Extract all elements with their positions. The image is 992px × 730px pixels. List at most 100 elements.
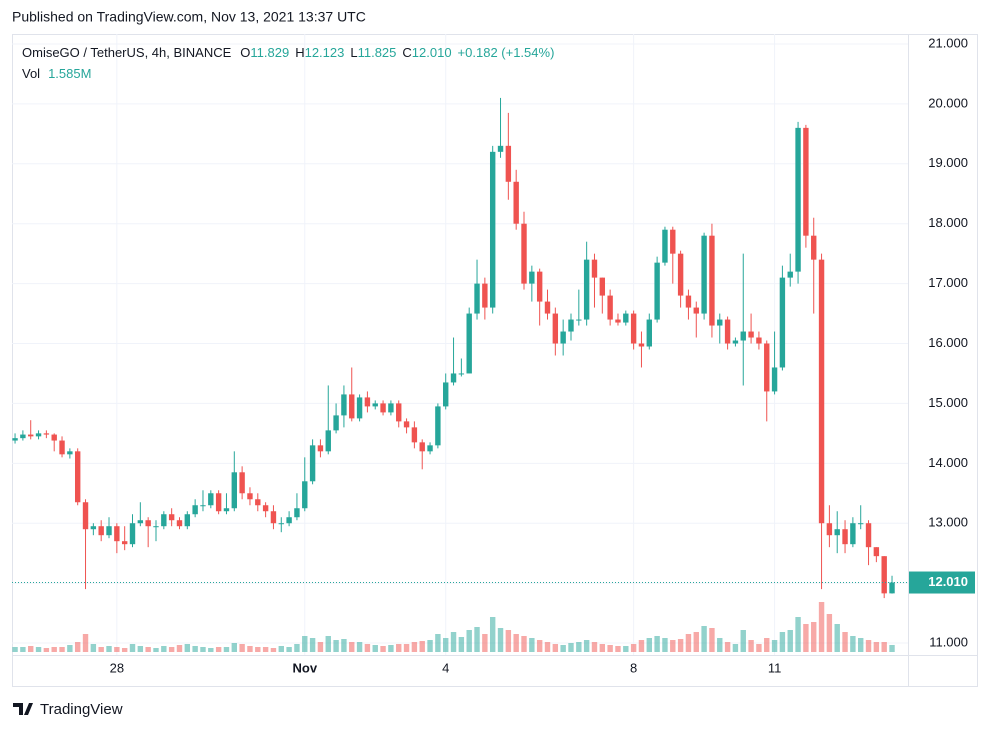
volume-bar <box>536 640 543 652</box>
candle-body <box>137 520 144 524</box>
candle-body <box>20 434 26 439</box>
y-tick-label: 17.000 <box>928 275 968 290</box>
volume-bar <box>317 642 324 652</box>
candle-body <box>458 373 465 375</box>
volume-bar <box>670 640 676 652</box>
volume-bar <box>615 646 621 652</box>
volume-bar <box>403 644 410 652</box>
volume-bar <box>302 636 308 652</box>
candle-body <box>513 181 519 224</box>
candle-body <box>873 547 880 557</box>
candle-body <box>709 235 715 326</box>
volume-bar <box>638 640 645 652</box>
candle-body <box>505 145 512 182</box>
candle-body <box>302 481 308 509</box>
candle-body <box>349 394 355 419</box>
candle-body <box>427 445 433 452</box>
volume-bar <box>489 617 496 652</box>
volume-bar <box>458 637 465 652</box>
candle-body <box>834 529 840 536</box>
candle-body <box>35 433 42 437</box>
brand-name: TradingView <box>40 701 123 718</box>
last-price-label: 12.010 <box>928 574 968 589</box>
candle-body <box>850 523 856 545</box>
candle-body <box>865 523 872 548</box>
candle-body <box>858 523 864 525</box>
ohlc-value: 11.825 <box>358 45 397 60</box>
candle-body <box>630 313 637 344</box>
candle-body <box>615 319 621 323</box>
volume-bar <box>724 642 731 652</box>
candle-body <box>309 445 316 482</box>
candle-body <box>286 517 292 524</box>
legend-line: OmiseGO / TetherUS, 4h, BINANCE O11.829 H1… <box>22 45 554 60</box>
candle-body <box>529 271 535 284</box>
candle-body <box>693 307 699 314</box>
candle-body <box>278 523 284 525</box>
candle-body <box>881 556 887 594</box>
volume-bar <box>474 627 480 652</box>
volume-bar <box>325 636 331 652</box>
candle-body <box>364 397 371 407</box>
volume-bar <box>693 632 699 652</box>
candle-body <box>607 295 613 320</box>
volume-bar <box>764 638 770 652</box>
ohlc-label: C <box>402 45 411 60</box>
candle-body <box>552 313 559 344</box>
candle-body <box>114 526 120 542</box>
candle-body <box>779 277 786 368</box>
candle-body <box>98 526 104 536</box>
candle-body <box>356 397 363 419</box>
candle-body <box>489 151 496 308</box>
volume-bars <box>12 602 895 652</box>
volume-bar <box>623 646 629 652</box>
candles <box>12 97 895 599</box>
volume-bar <box>74 642 81 652</box>
volume-bar <box>106 646 112 652</box>
volume-value: 1.585M <box>48 66 91 81</box>
volume-bar <box>145 647 151 652</box>
candle-body <box>239 472 245 494</box>
volume-bar <box>161 646 167 652</box>
volume-bar <box>748 640 754 652</box>
volume-bar <box>717 638 723 652</box>
volume-bar <box>803 624 809 652</box>
candle-body <box>654 262 660 320</box>
candle-body <box>294 508 300 518</box>
candle-body <box>623 313 629 323</box>
volume-bar <box>20 647 26 652</box>
volume-bar <box>591 642 598 652</box>
y-tick-label: 20.000 <box>928 95 968 110</box>
volume-bar <box>568 643 574 652</box>
candle-body <box>521 223 527 284</box>
volume-bar <box>513 634 519 652</box>
volume-bar <box>850 636 856 652</box>
volume-bar <box>646 638 652 652</box>
candle-body <box>818 259 825 524</box>
candle-body <box>411 427 418 443</box>
symbol: OmiseGO / TetherUS, 4h, BINANCE <box>22 45 232 60</box>
volume-bar <box>12 647 18 652</box>
candle-body <box>740 331 746 341</box>
chart-frame <box>12 34 978 687</box>
volume-bar <box>51 647 57 652</box>
volume-bar <box>28 646 34 652</box>
volume-bar <box>388 645 394 652</box>
candle-body <box>200 505 206 507</box>
volume-bar <box>90 644 97 652</box>
grid <box>12 34 908 655</box>
candle-body <box>82 502 89 530</box>
candle-body <box>443 382 449 407</box>
volume-bar <box>356 642 363 652</box>
volume-bar <box>654 636 660 652</box>
volume-bar <box>215 647 222 652</box>
candle-body <box>536 271 543 302</box>
volume-bar <box>842 632 848 652</box>
x-tick-label: Nov <box>292 660 317 675</box>
candle-body <box>756 337 762 344</box>
candle-body <box>732 340 739 344</box>
candle-body <box>842 529 848 545</box>
candle-body <box>803 127 809 236</box>
volume-bar <box>184 644 191 652</box>
y-tick-label: 21.000 <box>928 35 968 50</box>
